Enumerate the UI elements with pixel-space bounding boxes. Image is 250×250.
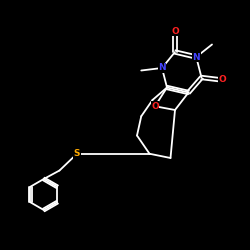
Text: O: O [171, 27, 179, 36]
Text: N: N [192, 52, 200, 62]
Text: S: S [74, 149, 80, 158]
Text: O: O [218, 76, 226, 84]
Text: N: N [158, 64, 166, 72]
Text: O: O [151, 102, 159, 111]
